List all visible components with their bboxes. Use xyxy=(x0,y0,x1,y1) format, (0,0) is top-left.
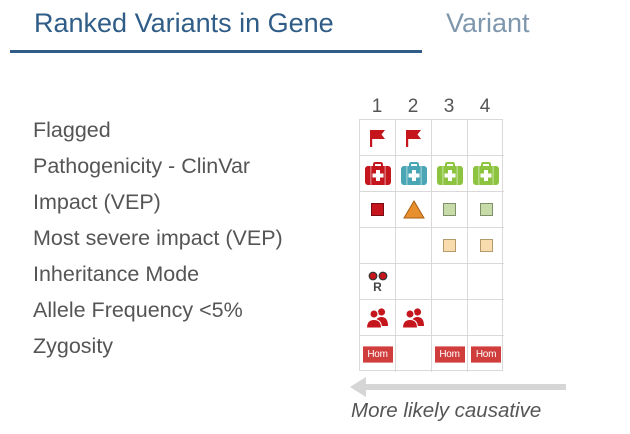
column-header-4: 4 xyxy=(479,96,491,117)
grid-cell[interactable] xyxy=(360,120,396,156)
column-header-3: 3 xyxy=(443,96,455,117)
grid-cell[interactable] xyxy=(396,300,432,336)
arrow-left-icon xyxy=(350,377,566,397)
active-tab-indicator xyxy=(10,50,422,53)
row-label-zygosity: Zygosity xyxy=(33,334,114,358)
hom-badge-label: Hom xyxy=(362,345,393,363)
medkit-uncertain-icon xyxy=(400,161,428,186)
impact-modifier-icon xyxy=(443,239,456,252)
allele-frequency-people-icon xyxy=(401,307,427,329)
variant-ranking-grid: R Hom Hom Hom xyxy=(359,119,504,372)
zygosity-hom-badge: Hom xyxy=(471,345,501,363)
grid-cell xyxy=(468,264,504,300)
grid-cell[interactable] xyxy=(360,192,396,228)
grid-cell[interactable] xyxy=(468,156,504,192)
allele-frequency-people-icon xyxy=(365,307,391,329)
medkit-benign-icon xyxy=(472,161,500,186)
row-label-inheritance-mode: Inheritance Mode xyxy=(33,262,200,286)
medkit-benign-icon xyxy=(436,161,464,186)
grid-cell[interactable] xyxy=(396,192,432,228)
hom-badge-label: Hom xyxy=(471,345,501,363)
impact-low-icon xyxy=(479,203,493,216)
grid-cell xyxy=(432,264,468,300)
recessive-label: R xyxy=(373,279,382,294)
medkit-pathogenic-icon xyxy=(364,161,392,186)
grid-cell[interactable]: Hom xyxy=(468,336,504,372)
causative-direction-caption: More likely causative xyxy=(351,399,542,422)
flag-icon xyxy=(367,128,389,148)
grid-cell xyxy=(396,228,432,264)
grid-cell[interactable] xyxy=(468,228,504,264)
impact-moderate-icon xyxy=(402,200,425,219)
grid-cell[interactable] xyxy=(432,192,468,228)
tab-variant[interactable]: Variant xyxy=(446,8,530,38)
grid-cell[interactable] xyxy=(396,156,432,192)
zygosity-hom-badge: Hom xyxy=(362,345,393,363)
grid-cell[interactable]: R xyxy=(360,264,396,300)
flag-icon xyxy=(403,128,425,148)
grid-cell xyxy=(468,120,504,156)
tab-bar: Ranked Variants in Gene Variant xyxy=(10,0,610,60)
hom-badge-label: Hom xyxy=(434,345,465,363)
grid-cell[interactable] xyxy=(468,192,504,228)
grid-cell[interactable] xyxy=(432,228,468,264)
grid-cell xyxy=(432,120,468,156)
grid-cell[interactable] xyxy=(360,300,396,336)
grid-cell xyxy=(396,264,432,300)
grid-cell[interactable] xyxy=(396,120,432,156)
row-label-pathogenicity-clinvar: Pathogenicity - ClinVar xyxy=(33,154,251,178)
row-label-most-severe-impact: Most severe impact (VEP) xyxy=(33,226,283,250)
grid-cell xyxy=(432,300,468,336)
impact-modifier-icon xyxy=(479,239,493,252)
impact-low-icon xyxy=(443,203,456,216)
grid-cell[interactable]: Hom xyxy=(360,336,396,372)
grid-cell[interactable] xyxy=(432,156,468,192)
tab-ranked-variants-in-gene[interactable]: Ranked Variants in Gene xyxy=(34,8,334,38)
grid-cell[interactable] xyxy=(360,156,396,192)
row-label-allele-frequency: Allele Frequency <5% xyxy=(33,298,243,322)
grid-cell[interactable]: Hom xyxy=(432,336,468,372)
impact-high-icon xyxy=(371,203,384,216)
row-label-impact-vep: Impact (VEP) xyxy=(33,190,161,214)
column-header-1: 1 xyxy=(371,96,383,117)
column-header-2: 2 xyxy=(407,96,419,117)
row-label-flagged: Flagged xyxy=(33,118,111,142)
recessive-inheritance-icon: R xyxy=(367,271,389,293)
grid-cell xyxy=(396,336,432,372)
zygosity-hom-badge: Hom xyxy=(434,345,465,363)
grid-cell xyxy=(360,228,396,264)
grid-cell xyxy=(468,300,504,336)
